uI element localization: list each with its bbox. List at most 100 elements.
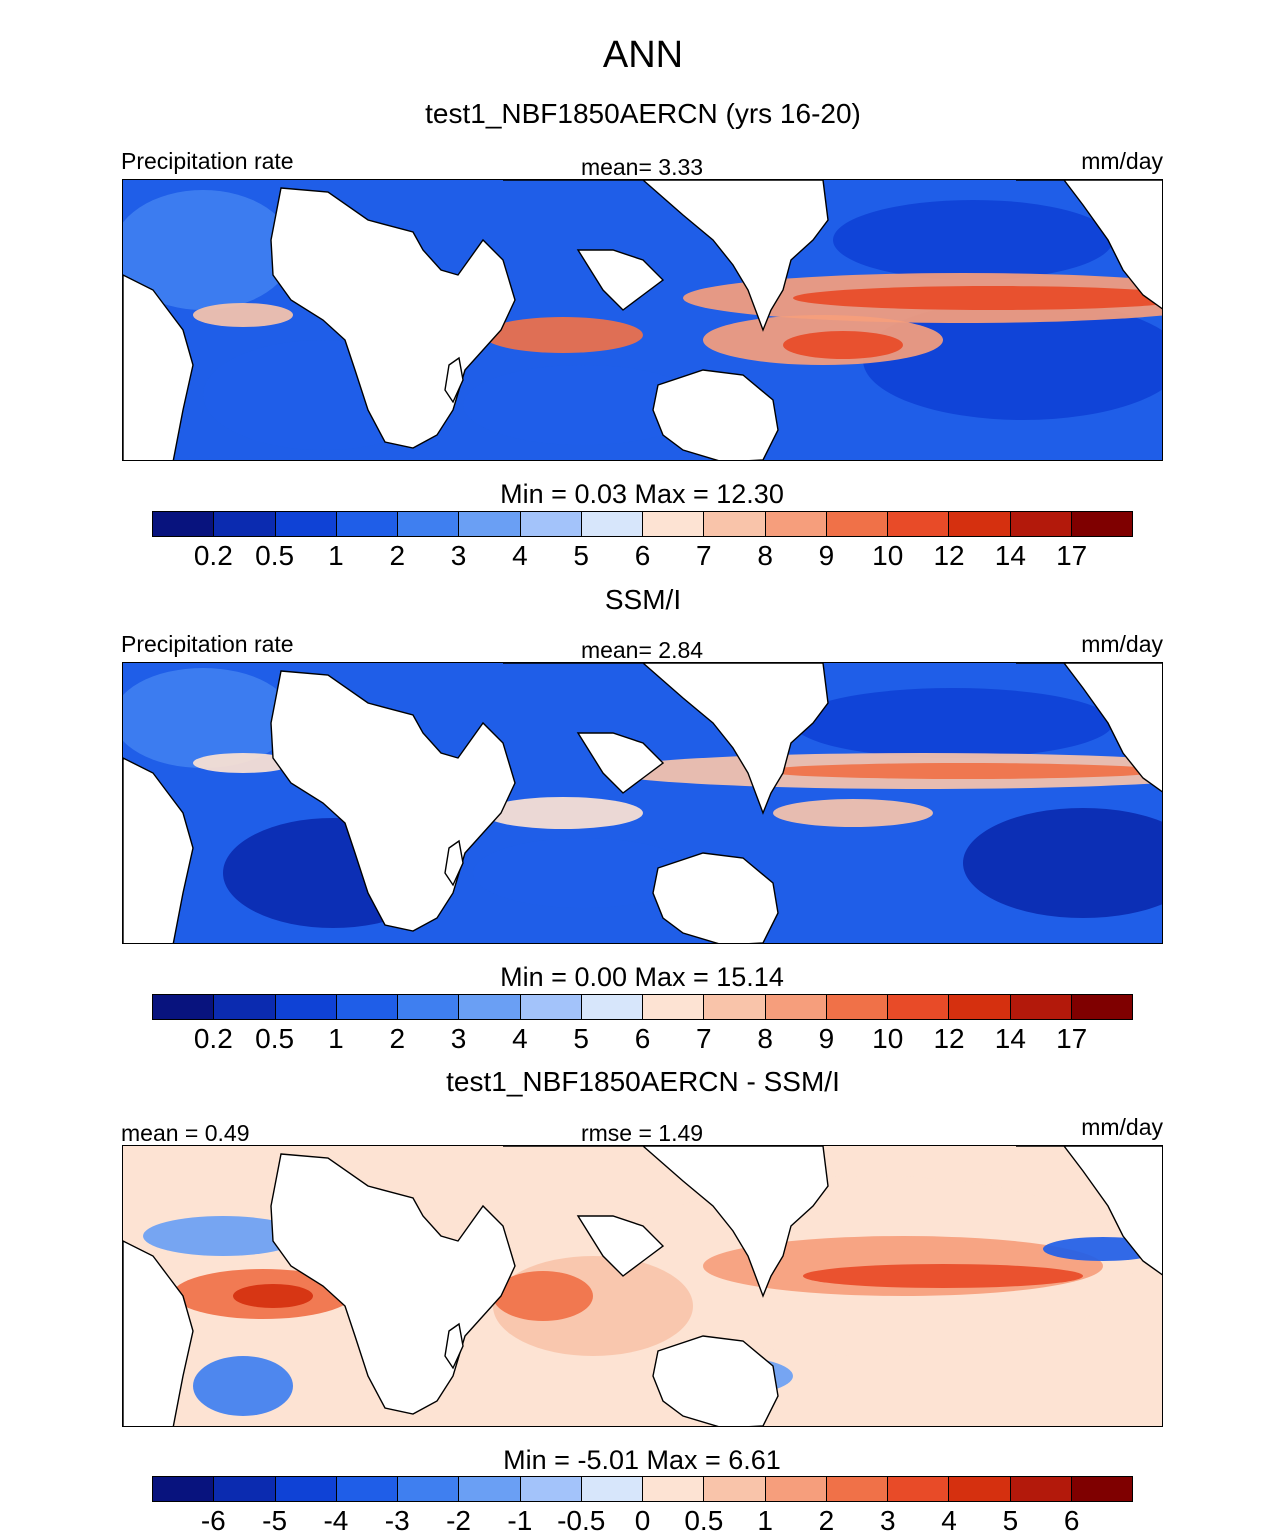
precip-contour: [793, 688, 1113, 758]
colorbar-tick-label: 17: [1056, 540, 1088, 571]
continent-outline: [123, 1240, 194, 1426]
colorbar-tick-label: 10: [872, 1023, 904, 1054]
panel-3-rmse-label: rmse = 1.49: [580, 1120, 704, 1146]
colorbar-swatch: [398, 512, 460, 536]
colorbar-swatch: [459, 995, 521, 1019]
colorbar-tick-label: 3: [450, 1023, 467, 1054]
panel-3-minmax: Min = -5.01 Max = 6.61: [503, 1445, 781, 1475]
colorbar-tick-label: 6: [634, 540, 651, 571]
colorbar-swatch: [826, 512, 888, 536]
map-field: [123, 180, 1162, 460]
panel-2-map: [122, 662, 1163, 944]
colorbar-swatch: [398, 995, 460, 1019]
colorbar-swatch: [214, 995, 276, 1019]
panel-1-colorbar: [152, 511, 1133, 537]
colorbar-tick-label: 7: [696, 1023, 712, 1054]
colorbar-tick-label: 0.2: [193, 540, 233, 571]
colorbar-swatch: [949, 512, 1011, 536]
continent-outline: [652, 369, 779, 460]
colorbar-tick-label: 14: [994, 540, 1026, 571]
colorbar-swatch: [459, 512, 521, 536]
panel-3-colorbar-ticks: -6 -5 -4 -3 -2 -1 -0.5 0 0.5 1 2 3 4 5 6: [152, 1505, 1133, 1539]
continent-outline: [503, 1146, 829, 1298]
colorbar-swatch: [153, 1477, 215, 1501]
colorbar-tick-label: 8: [757, 1023, 773, 1054]
colorbar-tick-label: 4: [512, 540, 528, 571]
precip-contour: [833, 200, 1113, 280]
colorbar-swatch: [765, 1477, 827, 1501]
colorbar-swatch: [336, 1477, 398, 1501]
colorbar-tick-label: -5: [262, 1505, 288, 1536]
precip-contour: [483, 797, 643, 829]
panel-1-colorbar-ticks: 0.2 0.5 1 2 3 4 5 6 7 8 9 10 12 14 17: [152, 540, 1133, 574]
colorbar-swatch: [336, 512, 398, 536]
colorbar-swatch: [704, 1477, 766, 1501]
colorbar-tick-label: 4: [512, 1023, 528, 1054]
colorbar-tick-label: 9: [818, 540, 835, 571]
colorbar-swatch: [643, 512, 705, 536]
colorbar-tick-label: 0.5: [255, 1023, 295, 1054]
precip-contour: [143, 1216, 303, 1256]
map-field: [123, 663, 1162, 943]
colorbar-swatch: [643, 1477, 705, 1501]
colorbar-tick-label: 6: [1063, 1505, 1080, 1536]
colorbar-swatch: [1071, 1477, 1132, 1501]
colorbar-swatch: [153, 512, 215, 536]
panel-1-units-label: mm/day: [1081, 148, 1163, 174]
precip-contour: [193, 303, 293, 327]
colorbar-tick-label: 10: [872, 540, 904, 571]
precip-contour: [463, 365, 703, 445]
continent-outline: [444, 1322, 464, 1370]
panel-3-title: test1_NBF1850AERCN - SSM/I: [446, 1066, 840, 1097]
precip-contour: [863, 300, 1162, 420]
colorbar-swatch: [520, 995, 582, 1019]
colorbar-swatch: [888, 1477, 950, 1501]
precip-contour: [763, 763, 1162, 779]
colorbar-swatch: [275, 1477, 337, 1501]
colorbar-swatch: [214, 512, 276, 536]
colorbar-swatch: [581, 512, 643, 536]
precip-contour: [793, 286, 1162, 310]
precip-contour: [193, 753, 293, 773]
colorbar-tick-label: 0.5: [255, 540, 295, 571]
colorbar-tick-label: 12: [933, 1023, 965, 1054]
precip-contour: [193, 1356, 293, 1416]
colorbar-swatch: [336, 995, 398, 1019]
figure-title: ANN: [602, 34, 684, 76]
continent-outline: [444, 839, 464, 887]
panel-1-left-label: Precipitation rate: [121, 148, 294, 174]
colorbar-swatch: [949, 1477, 1011, 1501]
map-field: [123, 1146, 1162, 1426]
panel-1-minmax: Min = 0.03 Max = 12.30: [500, 479, 784, 509]
colorbar-swatch: [765, 995, 827, 1019]
colorbar-tick-label: 8: [757, 540, 773, 571]
colorbar-tick-label: 1: [328, 540, 344, 571]
panel-2-left-label: Precipitation rate: [121, 631, 294, 657]
precip-contour: [783, 331, 903, 359]
colorbar-swatch: [888, 512, 950, 536]
colorbar-tick-label: 2: [389, 1023, 406, 1054]
colorbar-swatch: [704, 995, 766, 1019]
colorbar-swatch: [826, 995, 888, 1019]
colorbar-tick-label: -1: [507, 1505, 533, 1536]
colorbar-swatch: [398, 1477, 460, 1501]
precip-contour: [123, 190, 293, 310]
colorbar-swatch: [1010, 1477, 1072, 1501]
precip-contour: [123, 668, 293, 768]
continent-outline: [576, 249, 665, 311]
colorbar-tick-label: 1: [757, 1505, 773, 1536]
panel-2-units-label: mm/day: [1081, 631, 1163, 657]
continent-outline: [1016, 1146, 1162, 1276]
colorbar-tick-label: -2: [446, 1505, 472, 1536]
colorbar-swatch: [581, 995, 643, 1019]
continent-outline: [576, 732, 665, 794]
panel-1-map: [122, 179, 1163, 461]
panel-2-minmax: Min = 0.00 Max = 15.14: [500, 962, 784, 992]
precip-contour: [963, 808, 1162, 918]
colorbar-tick-label: 0.5: [684, 1505, 724, 1536]
colorbar-swatch: [520, 1477, 582, 1501]
colorbar-swatch: [153, 995, 215, 1019]
colorbar-tick-label: 14: [994, 1023, 1026, 1054]
colorbar-swatch: [459, 1477, 521, 1501]
colorbar-swatch: [949, 995, 1011, 1019]
